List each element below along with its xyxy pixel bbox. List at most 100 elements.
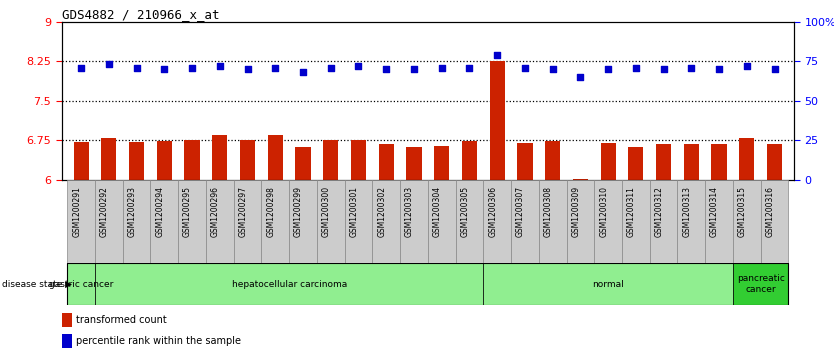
Point xyxy=(103,61,116,67)
Text: transformed count: transformed count xyxy=(76,315,167,325)
Point xyxy=(685,65,698,70)
Text: gastric cancer: gastric cancer xyxy=(49,280,113,289)
Text: GSM1200291: GSM1200291 xyxy=(72,186,81,237)
Bar xyxy=(68,180,95,263)
Text: GSM1200309: GSM1200309 xyxy=(571,186,580,237)
Point xyxy=(740,63,753,69)
Point xyxy=(74,65,88,70)
Bar xyxy=(101,138,117,180)
Text: GSM1200302: GSM1200302 xyxy=(377,186,386,237)
Bar xyxy=(490,61,505,180)
Text: GSM1200293: GSM1200293 xyxy=(128,186,137,237)
Text: hepatocellular carcinoma: hepatocellular carcinoma xyxy=(232,280,347,289)
Point xyxy=(629,65,642,70)
Bar xyxy=(95,263,484,305)
Point xyxy=(712,66,726,72)
Point xyxy=(379,66,393,72)
Text: GSM1200301: GSM1200301 xyxy=(349,186,359,237)
Bar xyxy=(212,135,228,180)
Bar xyxy=(372,180,400,263)
Point xyxy=(214,63,227,69)
Text: normal: normal xyxy=(592,280,624,289)
Text: GSM1200294: GSM1200294 xyxy=(155,186,164,237)
Bar xyxy=(157,141,172,180)
Point xyxy=(352,63,365,69)
Text: GSM1200314: GSM1200314 xyxy=(710,186,719,237)
Point xyxy=(546,66,560,72)
Bar xyxy=(73,142,88,180)
Bar xyxy=(733,263,788,305)
Point xyxy=(601,66,615,72)
Bar xyxy=(545,141,560,180)
Text: disease state ▶: disease state ▶ xyxy=(2,280,72,289)
Bar xyxy=(462,141,477,180)
Point xyxy=(324,65,338,70)
Bar xyxy=(684,144,699,180)
Text: GSM1200303: GSM1200303 xyxy=(405,186,414,237)
Bar xyxy=(62,313,72,327)
Point xyxy=(241,66,254,72)
Bar xyxy=(62,334,72,348)
Bar xyxy=(656,144,671,180)
Bar xyxy=(434,146,450,180)
Text: percentile rank within the sample: percentile rank within the sample xyxy=(76,336,241,346)
Bar xyxy=(706,180,733,263)
Bar xyxy=(68,263,95,305)
Text: GSM1200310: GSM1200310 xyxy=(599,186,608,237)
Bar xyxy=(566,180,595,263)
Bar xyxy=(767,144,782,180)
Point xyxy=(435,65,449,70)
Text: GSM1200300: GSM1200300 xyxy=(322,186,331,237)
Point xyxy=(657,66,671,72)
Bar xyxy=(455,180,484,263)
Bar xyxy=(600,143,615,180)
Text: GSM1200313: GSM1200313 xyxy=(682,186,691,237)
Bar xyxy=(261,180,289,263)
Text: GSM1200315: GSM1200315 xyxy=(738,186,746,237)
Bar xyxy=(240,140,255,180)
Bar xyxy=(178,180,206,263)
Bar xyxy=(400,180,428,263)
Bar xyxy=(733,180,761,263)
Point xyxy=(490,52,504,58)
Bar xyxy=(739,138,755,180)
Bar xyxy=(295,147,310,180)
Bar xyxy=(323,140,339,180)
Bar xyxy=(206,180,234,263)
Text: GSM1200307: GSM1200307 xyxy=(516,186,525,237)
Point xyxy=(463,65,476,70)
Bar xyxy=(289,180,317,263)
Point xyxy=(130,65,143,70)
Bar xyxy=(761,180,788,263)
Bar xyxy=(539,180,566,263)
Bar xyxy=(268,135,283,180)
Bar xyxy=(379,144,394,180)
Bar xyxy=(711,144,726,180)
Text: GSM1200292: GSM1200292 xyxy=(100,186,109,237)
Bar xyxy=(622,180,650,263)
Bar xyxy=(344,180,372,263)
Bar xyxy=(650,180,677,263)
Point xyxy=(185,65,198,70)
Text: GSM1200311: GSM1200311 xyxy=(627,186,636,237)
Text: GSM1200298: GSM1200298 xyxy=(266,186,275,237)
Text: GSM1200306: GSM1200306 xyxy=(488,186,497,237)
Bar xyxy=(150,180,178,263)
Bar xyxy=(317,180,344,263)
Point xyxy=(768,66,781,72)
Text: GSM1200295: GSM1200295 xyxy=(183,186,192,237)
Bar xyxy=(511,180,539,263)
Text: GSM1200304: GSM1200304 xyxy=(433,186,442,237)
Text: GSM1200299: GSM1200299 xyxy=(294,186,303,237)
Bar xyxy=(95,180,123,263)
Bar xyxy=(628,147,644,180)
Bar xyxy=(123,180,150,263)
Point xyxy=(269,65,282,70)
Bar xyxy=(573,179,588,180)
Bar xyxy=(129,142,144,180)
Text: GDS4882 / 210966_x_at: GDS4882 / 210966_x_at xyxy=(62,8,219,21)
Text: GSM1200308: GSM1200308 xyxy=(544,186,553,237)
Bar xyxy=(428,180,455,263)
Text: pancreatic
cancer: pancreatic cancer xyxy=(736,274,785,294)
Bar xyxy=(677,180,706,263)
